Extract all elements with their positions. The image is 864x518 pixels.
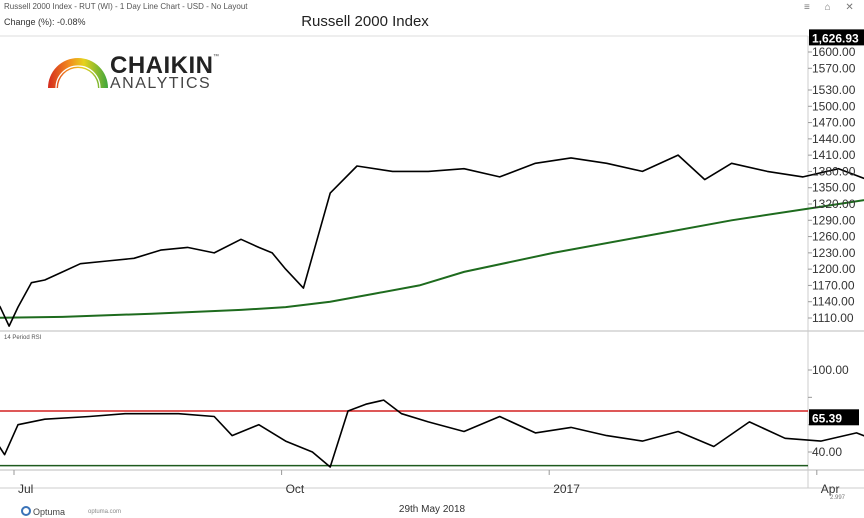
rsi-panel-label: 14 Period RSI <box>4 335 42 341</box>
price-y-tick-label: 1440.00 <box>812 132 856 146</box>
rsi-line <box>0 399 864 468</box>
price-y-tick-label: 1570.00 <box>812 61 856 75</box>
x-tick-label: 2017 <box>553 482 580 496</box>
price-y-tick-label: 1380.00 <box>812 164 856 178</box>
chaikin-gauge-icon <box>48 58 108 89</box>
optuma-logo-icon <box>21 506 31 516</box>
logo-name: CHAIKIN <box>110 52 214 79</box>
moving-average-line <box>0 199 864 319</box>
panel-frame <box>0 35 864 489</box>
price-y-tick-label: 1530.00 <box>812 83 856 97</box>
last-price-box <box>809 29 864 46</box>
price-y-tick-label: 1170.00 <box>812 278 855 292</box>
last-price-label: 1,626.93 <box>812 31 859 45</box>
price-y-tick-label: 1410.00 <box>812 148 856 162</box>
chart-title: Russell 2000 Index <box>301 13 429 30</box>
price-y-tick-label: 1500.00 <box>812 99 856 113</box>
zoom-readout: 2.997 <box>830 495 846 501</box>
change-percent: Change (%): -0.08% <box>4 17 86 27</box>
price-y-tick-label: 1110.00 <box>812 311 854 325</box>
x-tick-label: Apr <box>821 482 840 496</box>
price-y-tick-label: 1140.00 <box>812 295 855 309</box>
price-y-tick-label: 1350.00 <box>812 181 856 195</box>
x-tick-label: Jul <box>18 482 33 496</box>
last-rsi-box <box>809 409 859 426</box>
chart-date: 29th May 2018 <box>398 504 466 515</box>
x-tick-label: Oct <box>286 482 305 496</box>
price-y-tick-label: 1600.00 <box>812 45 856 59</box>
price-y-tick-label: 1200.00 <box>812 262 856 276</box>
price-y-tick-label: 1260.00 <box>812 230 856 244</box>
window-control-icons[interactable]: ≡ ⌂ ✕ <box>804 2 860 13</box>
price-y-tick-label: 1470.00 <box>812 116 856 130</box>
rsi-y-tick-label: 40.00 <box>812 445 842 459</box>
rsi-y-tick-label: 100.00 <box>812 363 849 377</box>
chart-header-title: Russell 2000 Index - RUT (WI) - 1 Day Li… <box>4 2 248 11</box>
price-y-tick-label: 1230.00 <box>812 246 856 260</box>
price-y-tick-label: 1320.00 <box>812 197 856 211</box>
price-y-tick-label: 1290.00 <box>812 213 856 227</box>
logo-subtitle: ANALYTICS <box>110 75 212 92</box>
optuma-url: optuma.com <box>88 509 122 515</box>
logo-trademark: ™ <box>213 54 219 60</box>
price-line <box>0 154 864 327</box>
last-rsi-label: 65.39 <box>812 411 842 425</box>
optuma-brand: Optuma <box>33 507 66 517</box>
